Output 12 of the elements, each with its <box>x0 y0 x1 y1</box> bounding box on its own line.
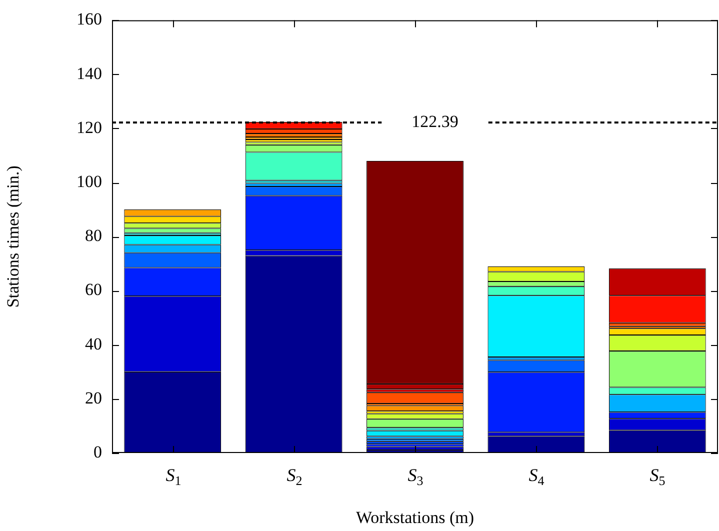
ref-line-label: 122.39 <box>412 112 458 131</box>
y-tick-label: 160 <box>76 10 102 29</box>
y-tick-label: 20 <box>85 388 102 408</box>
y-axis-title: Stations times (min.) <box>4 166 23 308</box>
y-tick-label: 80 <box>85 226 102 246</box>
x-axis-title: Workstations (m) <box>356 508 474 527</box>
y-tick-label: 100 <box>76 172 102 191</box>
y-tick-label: 40 <box>85 334 102 354</box>
y-tick-label: 0 <box>94 442 102 462</box>
y-tick-label: 60 <box>85 280 102 300</box>
y-tick-label: 120 <box>76 118 102 137</box>
y-tick-label: 140 <box>76 64 102 83</box>
